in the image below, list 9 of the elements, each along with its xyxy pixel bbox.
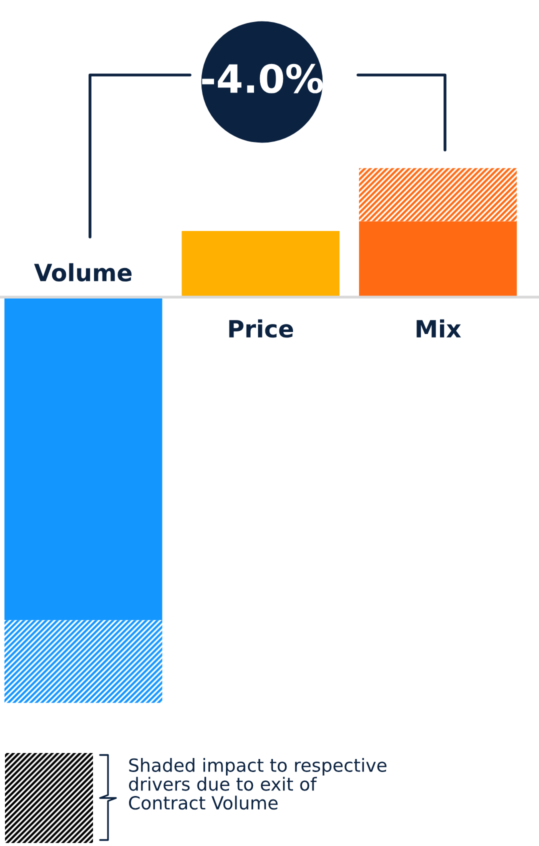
x-tick-label: Mix: [416, 319, 461, 338]
bar: [359, 168, 517, 222]
bar: [4, 297, 162, 620]
bar: [359, 221, 517, 298]
bar: [4, 620, 162, 703]
x-tick-label: Price: [229, 319, 294, 338]
text: Shaded impact to respective drivers due to exit of Contract Volume: [128, 758, 386, 810]
x-tick-label: Volume: [34, 263, 132, 282]
bar: [182, 231, 340, 298]
